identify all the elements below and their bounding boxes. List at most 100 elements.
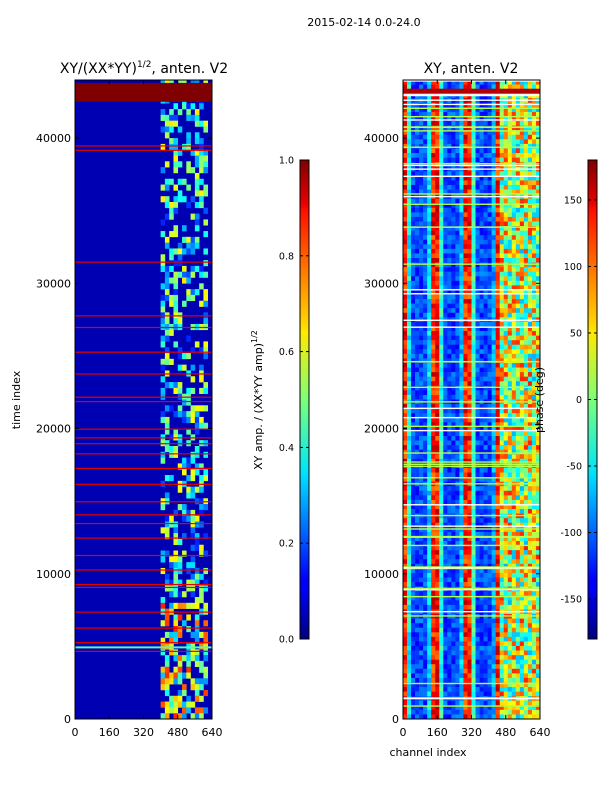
colorbar-tick-label: 0.8	[279, 251, 294, 262]
right-heatmap-cell	[507, 198, 513, 204]
right-heatmap-cell	[503, 381, 509, 387]
right-heatmap-cell	[535, 376, 541, 382]
right-heatmap-cell	[519, 235, 525, 241]
right-heatmap-cell	[439, 335, 444, 341]
right-heatmap-cell	[419, 121, 424, 126]
left-heatmap-cell	[173, 428, 179, 435]
right-heatmap-cell	[535, 276, 541, 282]
right-heatmap-cell	[487, 385, 492, 391]
left-heatmap-cell	[203, 167, 209, 174]
right-heatmap-cell	[507, 180, 513, 186]
left-flagged-row	[75, 522, 212, 525]
right-heatmap-cell	[507, 121, 513, 126]
right-heatmap-cell	[487, 477, 492, 482]
left-heatmap-cell	[173, 201, 179, 209]
right-heatmap-cell	[455, 175, 460, 181]
right-heatmap-cell	[515, 545, 521, 551]
right-heatmap-cell	[419, 572, 424, 578]
right-heatmap-cell	[535, 221, 541, 227]
right-heatmap-cell	[463, 107, 468, 113]
right-heatmap-cell	[491, 490, 496, 496]
right-heatmap-cell	[443, 216, 448, 222]
right-heatmap-cell	[463, 207, 468, 213]
right-heatmap-cell	[411, 550, 416, 555]
left-heatmap-cell	[160, 231, 166, 238]
right-heatmap-cell	[407, 157, 412, 163]
right-heatmap-cell	[459, 299, 464, 304]
right-heatmap-cell	[467, 522, 472, 528]
right-heatmap-cell	[407, 449, 412, 455]
right-heatmap-cell	[407, 84, 412, 90]
right-heatmap-cell	[459, 645, 464, 651]
right-heatmap-cell	[471, 203, 476, 209]
right-heatmap-cell	[467, 221, 472, 227]
right-heatmap-cell	[523, 84, 529, 90]
right-heatmap-cell	[447, 572, 452, 578]
right-heatmap-cell	[439, 436, 444, 441]
right-heatmap-cell	[419, 153, 424, 158]
right-heatmap-cell	[431, 111, 436, 117]
left-heatmap-cell	[182, 225, 187, 232]
right-heatmap-cell	[507, 340, 513, 346]
right-heatmap-cell	[419, 472, 424, 478]
right-heatmap-cell	[495, 504, 501, 510]
left-heatmap-cell	[169, 329, 174, 336]
right-heatmap-cell	[435, 162, 440, 168]
right-heatmap-cell	[419, 198, 424, 204]
right-heatmap-cell	[435, 550, 440, 555]
right-heatmap-cell	[483, 299, 488, 304]
right-heatmap-cell	[523, 162, 529, 168]
right-heatmap-cell	[435, 554, 440, 560]
right-heatmap-cell	[451, 153, 456, 158]
right-heatmap-cell	[427, 436, 432, 441]
right-heatmap-cell	[471, 125, 476, 131]
right-heatmap-cell	[419, 349, 424, 355]
x-tick-label: 320	[133, 726, 154, 739]
right-heatmap-cell	[419, 262, 424, 268]
right-heatmap-cell	[411, 340, 416, 346]
right-heatmap-cell	[515, 248, 521, 254]
right-heatmap-cell	[415, 650, 420, 656]
right-heatmap-cell	[487, 504, 492, 510]
left-heatmap-cell	[186, 289, 191, 296]
right-heatmap-cell	[475, 121, 480, 126]
right-heatmap-cell	[499, 531, 505, 537]
right-heatmap-cell	[403, 595, 408, 601]
right-heatmap-cell	[483, 340, 488, 346]
right-heatmap-cell	[483, 376, 488, 382]
right-heatmap-cell	[499, 467, 505, 473]
right-heatmap-cell	[475, 184, 480, 190]
right-heatmap-cell	[407, 385, 412, 391]
right-heatmap-cell	[519, 280, 525, 286]
right-heatmap-cell	[511, 531, 517, 537]
left-heatmap-cell	[177, 242, 183, 249]
right-heatmap-cell	[407, 499, 412, 505]
right-panel: XY, anten. V2 0 160 320 480 640 010000200003…	[364, 61, 551, 759]
left-heatmap-cell	[173, 631, 179, 638]
right-heatmap-cell	[491, 139, 496, 145]
right-heatmap-cell	[487, 235, 492, 241]
right-heatmap-cell	[423, 303, 428, 309]
right-heatmap-cell	[455, 180, 460, 186]
right-heatmap-cell	[511, 312, 517, 318]
left-heatmap-cell	[177, 318, 183, 325]
right-heatmap-cell	[495, 600, 501, 606]
right-heatmap-cell	[535, 299, 541, 304]
right-heatmap-cell	[495, 121, 501, 126]
right-heatmap-cell	[431, 554, 436, 560]
right-heatmap-cell	[503, 477, 509, 482]
right-heatmap-cell	[491, 180, 496, 186]
right-heatmap-cell	[459, 184, 464, 190]
right-heatmap-cell	[439, 413, 444, 419]
right-heatmap-cell	[491, 107, 496, 113]
right-heatmap-cell	[415, 125, 420, 131]
right-heatmap-cell	[519, 226, 525, 231]
right-heatmap-cell	[459, 143, 464, 149]
right-heatmap-cell	[527, 116, 533, 122]
right-heatmap-cell	[479, 536, 484, 542]
right-heatmap-cell	[407, 312, 412, 318]
right-heatmap-cell	[535, 162, 541, 168]
right-heatmap-cell	[463, 189, 468, 195]
right-heatmap-cell	[459, 162, 464, 168]
right-heatmap-cell	[407, 139, 412, 145]
